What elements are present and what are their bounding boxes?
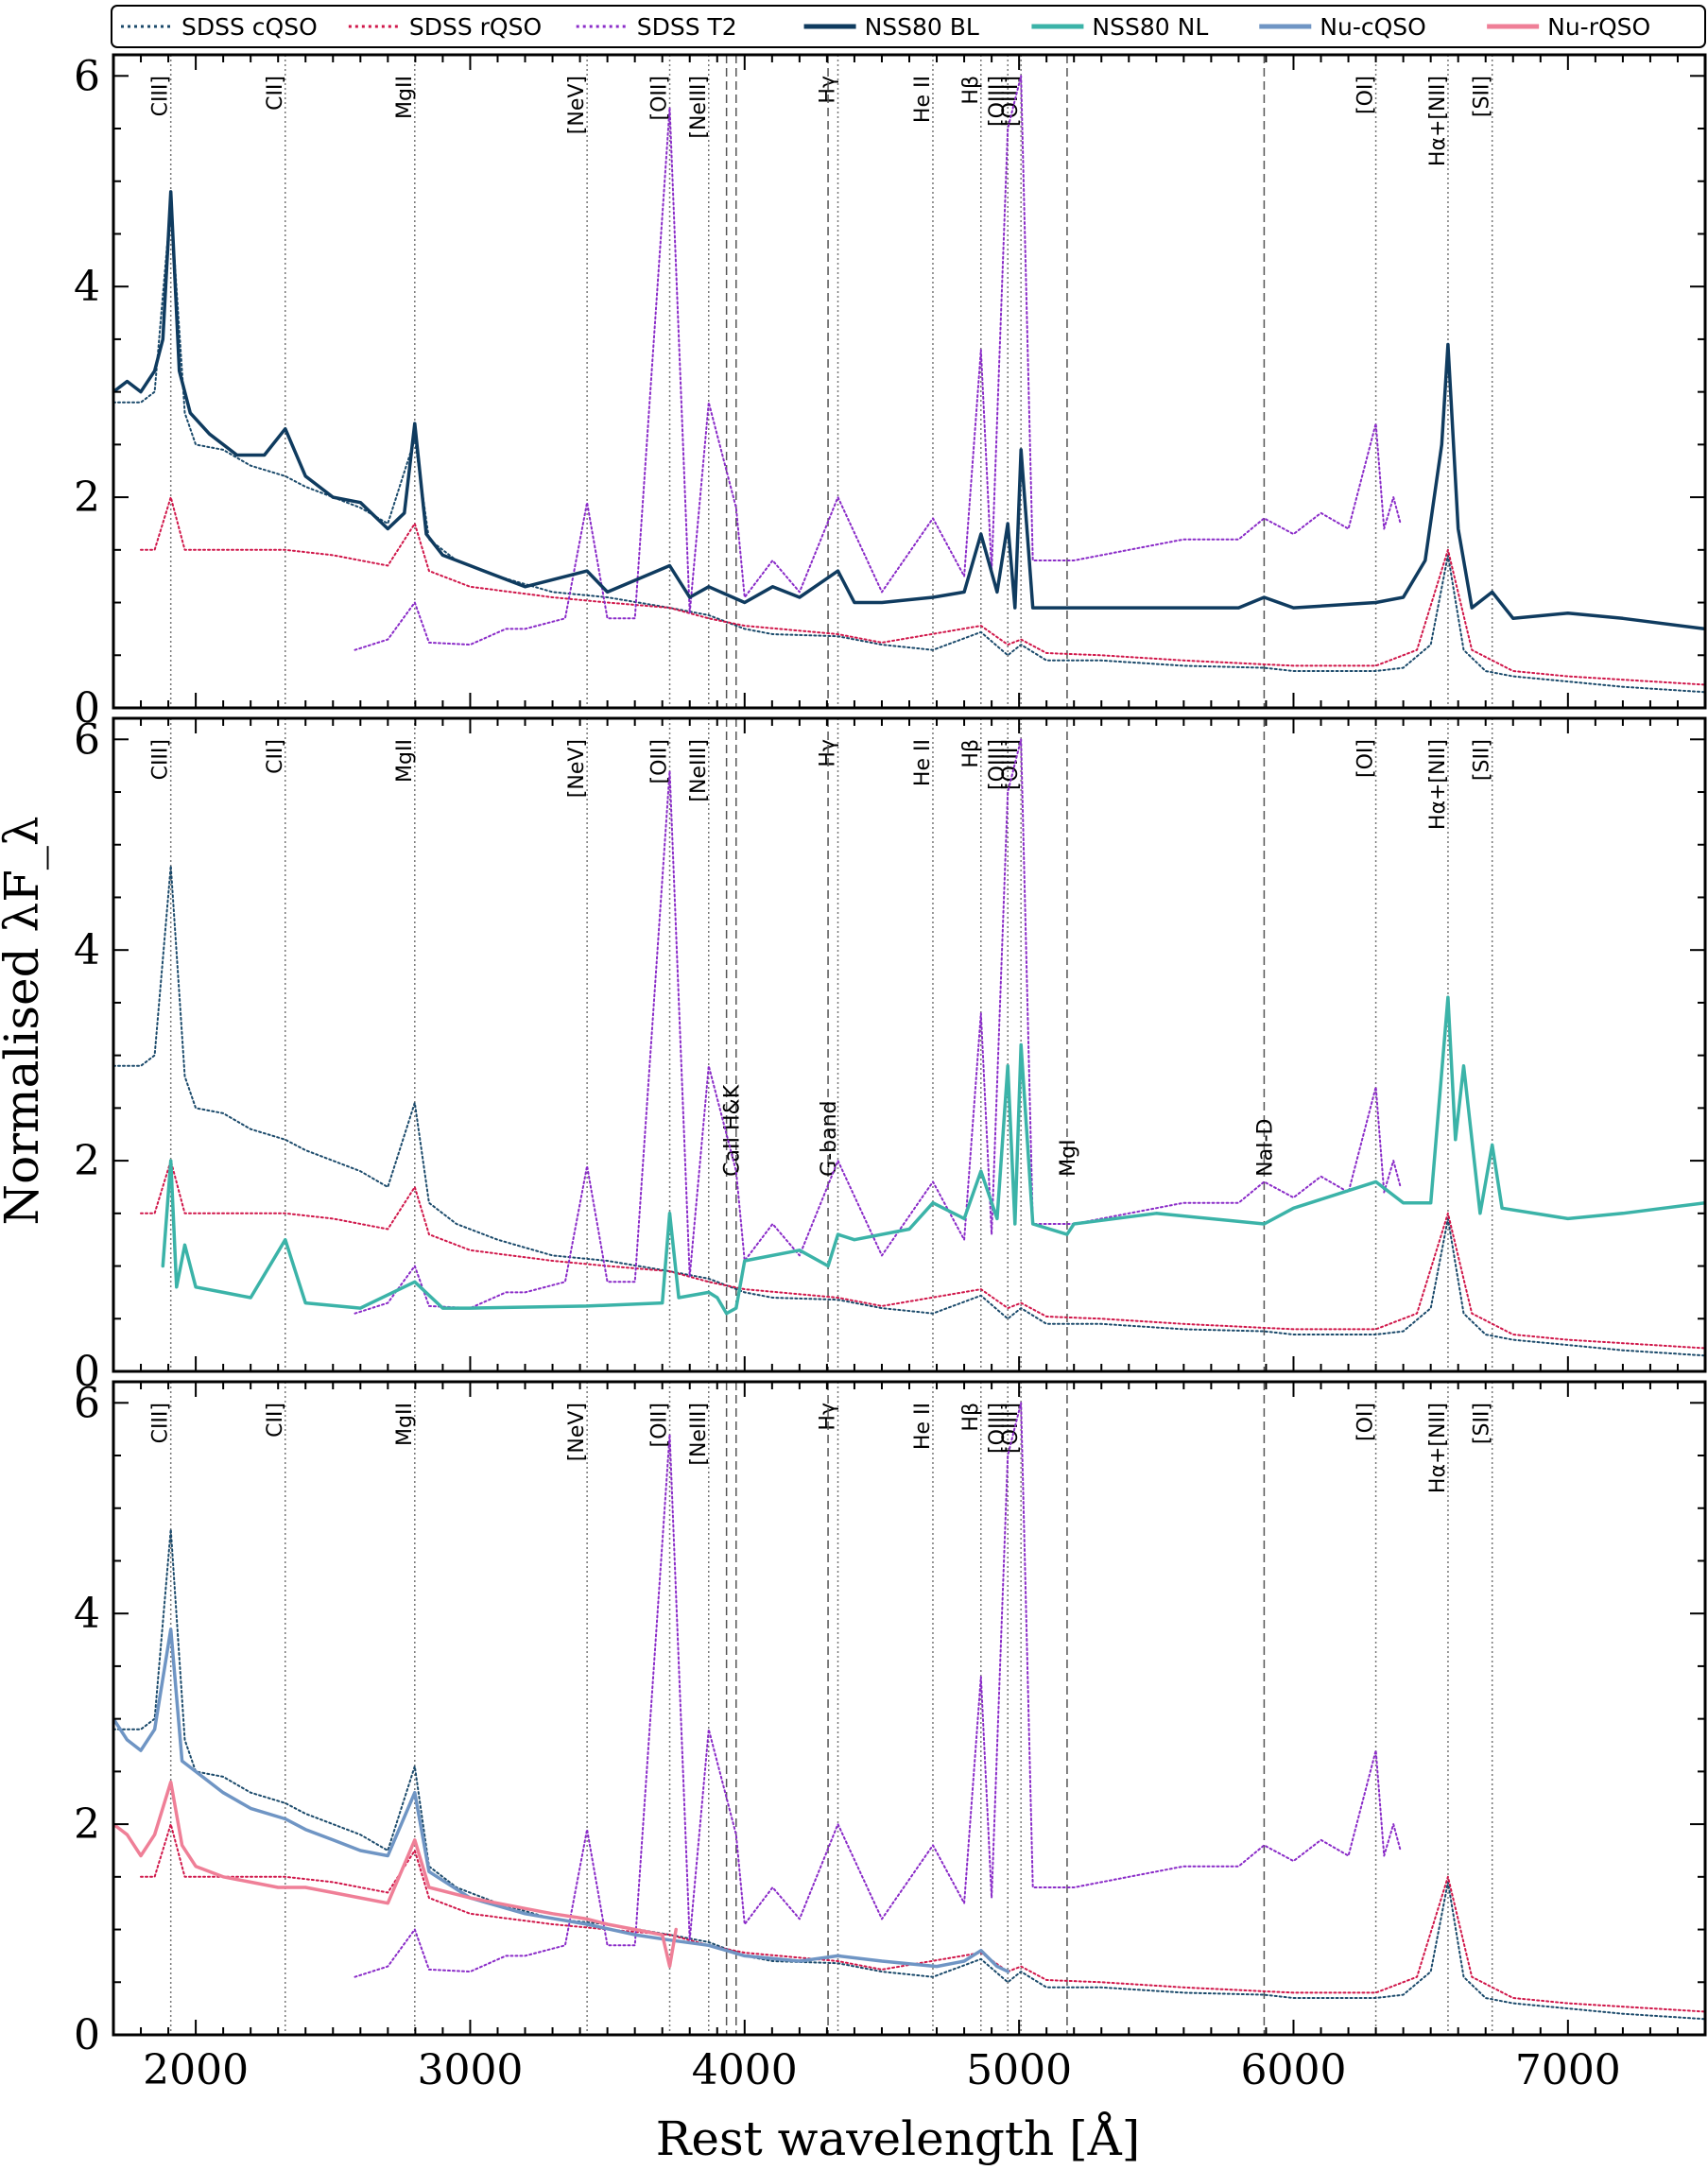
emission-line-label: Hα+[NII] <box>1426 739 1450 830</box>
y-tick-label: 6 <box>74 1379 100 1427</box>
y-tick-label: 0 <box>74 1348 100 1396</box>
emission-line-label: [SII] <box>1471 739 1494 781</box>
x-tick-label: 4000 <box>692 2046 798 2094</box>
y-axis-label: Normalised λF_λ <box>0 816 49 1225</box>
series-nss80-nl <box>161 995 1705 1316</box>
emission-line-label: [NeIII] <box>687 1403 711 1466</box>
emission-line-label: Hβ <box>959 76 983 105</box>
series-sdss-cqso <box>113 1528 1705 2021</box>
series-sdss-t2 <box>354 738 1402 1315</box>
series-sdss-rqso <box>140 1823 1705 2013</box>
series-nu-cqso <box>113 1628 1010 1973</box>
x-tick-label: 2000 <box>143 2046 249 2094</box>
legend-label: Nu-rQSO <box>1547 13 1650 41</box>
emission-line-label: [OIII] <box>986 1403 1009 1454</box>
x-tick-label: 3000 <box>417 2046 523 2094</box>
emission-line-label: CII] <box>264 76 287 111</box>
panels-layer: CIII] CII] MgII [NeV] [OII] [NeIII] Hγ He II Hβ[… <box>74 52 1707 2094</box>
emission-line-label: [OII] <box>648 76 672 120</box>
y-tick-label: 4 <box>74 926 100 974</box>
emission-line-label: Hβ <box>959 1403 983 1432</box>
emission-line-label: [OI] <box>1354 739 1378 778</box>
series-sdss-cqso <box>113 865 1705 1357</box>
x-tick-label: 7000 <box>1515 2046 1621 2094</box>
series-sdss-rqso <box>140 496 1705 686</box>
emission-line-label: MgII <box>393 1403 417 1446</box>
absorption-feature-label: MgI <box>1057 1139 1080 1176</box>
axes-frame <box>112 1380 1707 2037</box>
emission-line-label: MgII <box>393 739 417 783</box>
series-sdss-cqso <box>113 201 1705 694</box>
legend-label: SDSS cQSO <box>181 13 318 41</box>
emission-line-label: Hα+[NII] <box>1426 76 1450 166</box>
emission-line-label: CIII] <box>149 739 173 780</box>
emission-line-label: [NeIII] <box>687 739 711 802</box>
legend: SDSS cQSO SDSS rQSO SDSS T2 NSS80 BL NSS80 N… <box>111 5 1706 48</box>
emission-line-label: [SII] <box>1471 1403 1494 1444</box>
series-nss80-bl <box>113 190 1705 631</box>
emission-line-label: He II <box>911 76 935 123</box>
plot-area <box>113 75 1705 694</box>
y-tick-label: 2 <box>74 474 100 522</box>
panel-middle: CIII] CII] MgII [NeV] [OII] [NeIII] Hγ He II Hβ[… <box>74 715 1707 1396</box>
y-tick-label: 4 <box>74 263 100 311</box>
y-tick-label: 4 <box>74 1590 100 1638</box>
legend-label: NSS80 NL <box>1092 13 1208 41</box>
plot-area <box>113 1402 1705 2021</box>
emission-line-label: [NeIII] <box>687 76 711 139</box>
x-tick-label: 5000 <box>966 2046 1072 2094</box>
legend-label: NSS80 BL <box>865 13 979 41</box>
emission-line-label: Hα+[NII] <box>1426 1403 1450 1493</box>
absorption-feature-label: G-band <box>818 1100 841 1176</box>
emission-line-label: Hβ <box>959 739 983 768</box>
legend-label: SDSS T2 <box>637 13 737 41</box>
y-tick-label: 0 <box>74 2011 100 2059</box>
legend-label: SDSS rQSO <box>409 13 542 41</box>
emission-line-label: CII] <box>264 739 287 774</box>
emission-line-label: [NeV] <box>565 739 589 798</box>
plot-area <box>113 738 1705 1357</box>
y-tick-label: 6 <box>74 715 100 764</box>
series-sdss-rqso <box>140 1160 1705 1350</box>
panel-bottom: CIII] CII] MgII [NeV] [OII] [NeIII] Hγ He II Hβ[… <box>74 1379 1707 2094</box>
emission-line-label: [OI] <box>1354 76 1378 114</box>
legend-box <box>111 5 1706 48</box>
emission-line-label: He II <box>911 739 935 786</box>
series-nu-rqso <box>113 1780 678 1969</box>
axes-frame <box>112 716 1707 1373</box>
axes-frame <box>112 53 1707 710</box>
absorption-feature-label: NaI-D <box>1253 1119 1277 1177</box>
absorption-feature-label: CaII H&K <box>721 1084 745 1177</box>
y-tick-label: 6 <box>74 52 100 100</box>
emission-line-label: CIII] <box>149 1403 173 1443</box>
series-sdss-t2 <box>354 1402 1402 1978</box>
x-tick-label: 6000 <box>1240 2046 1346 2094</box>
emission-line-label: CII] <box>264 1403 287 1438</box>
y-tick-label: 2 <box>74 1800 100 1849</box>
emission-line-label: [OII] <box>648 1403 672 1447</box>
panel-top: CIII] CII] MgII [NeV] [OII] [NeIII] Hγ He II Hβ[… <box>74 52 1707 732</box>
y-tick-label: 0 <box>74 684 100 732</box>
emission-line-label: He II <box>911 1403 935 1450</box>
series-sdss-t2 <box>354 75 1402 651</box>
legend-label: Nu-cQSO <box>1320 13 1426 41</box>
y-tick-label: 2 <box>74 1137 100 1185</box>
emission-line-label: [SII] <box>1471 76 1494 117</box>
emission-line-label: [NeV] <box>565 1403 589 1461</box>
emission-line-label: [OIII] <box>986 76 1009 127</box>
emission-line-label: [NeV] <box>565 76 589 134</box>
x-axis-label: Rest wavelength [Å] <box>656 2110 1140 2166</box>
emission-line-label: [OII] <box>648 739 672 784</box>
emission-line-label: [OI] <box>1354 1403 1378 1441</box>
emission-line-label: CIII] <box>149 76 173 116</box>
emission-line-label: MgII <box>393 76 417 119</box>
emission-line-label: [OIII] <box>986 739 1009 790</box>
